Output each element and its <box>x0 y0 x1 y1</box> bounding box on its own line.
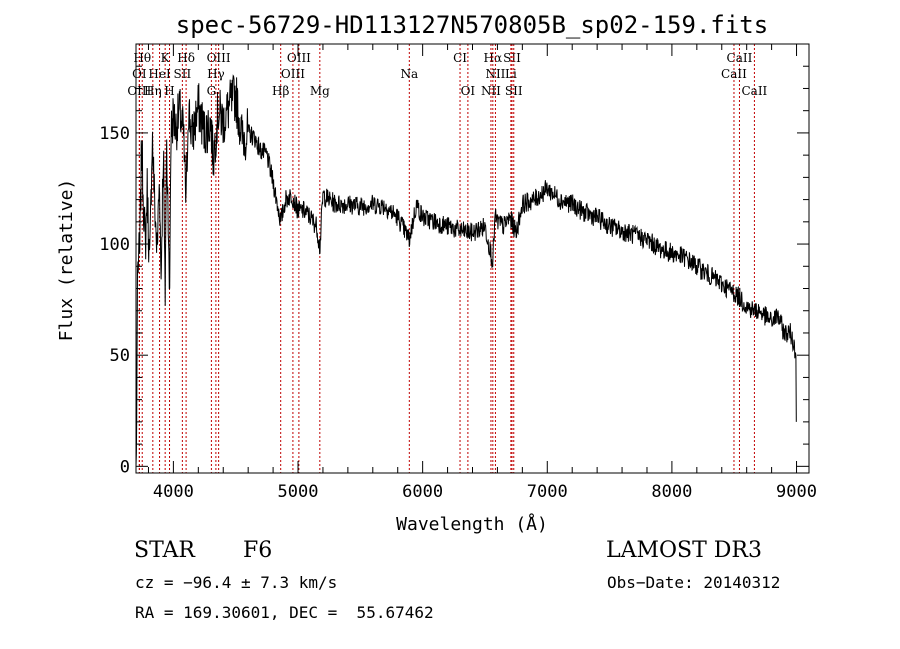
line-label: Hα <box>484 51 503 65</box>
line-label: HeI <box>148 67 171 81</box>
line-label: SII <box>503 51 521 65</box>
x-tick-label: 8000 <box>651 482 692 502</box>
y-axis-label: Flux (relative) <box>56 179 77 342</box>
line-label: CI <box>453 51 467 65</box>
chart-title: spec-56729-HD113127N570805B_sp02-159.fit… <box>176 11 768 39</box>
line-label: NII <box>481 84 501 98</box>
obs-date-text: Obs−Date: 20140312 <box>607 573 781 592</box>
line-label: Hη <box>144 84 162 98</box>
x-axis-label: Wavelength (Å) <box>396 513 548 535</box>
y-tick-label: 100 <box>99 235 130 255</box>
x-axis-ticks: 4000 5000 6000 7000 8000 9000 <box>147 44 817 502</box>
line-label: Mg <box>310 84 330 98</box>
object-subclass: F6 <box>243 538 273 563</box>
line-label: Li <box>505 67 517 81</box>
line-label: H <box>164 84 174 98</box>
x-tick-label: 7000 <box>527 482 568 502</box>
survey-name: LAMOST DR3 <box>606 538 762 563</box>
line-label: SII <box>174 67 192 81</box>
line-label: Hδ <box>177 51 195 65</box>
x-tick-label: 4000 <box>153 482 194 502</box>
y-tick-label: 150 <box>99 124 130 144</box>
line-label: SII <box>505 84 523 98</box>
line-label: K <box>161 51 171 65</box>
line-label: CaII <box>741 84 767 98</box>
line-label: G <box>207 84 217 98</box>
line-label: Hβ <box>272 84 289 98</box>
line-label: OIII <box>287 51 311 65</box>
line-label: OI <box>461 84 476 98</box>
line-label: CaII <box>721 67 747 81</box>
line-label: Na <box>400 67 418 81</box>
x-tick-label: 9000 <box>776 482 817 502</box>
y-tick-label: 50 <box>110 346 130 366</box>
line-label: CaII <box>727 51 753 65</box>
line-label: NII <box>485 67 505 81</box>
line-label: Hγ <box>207 67 225 81</box>
line-label: OIII <box>207 51 231 65</box>
object-class: STAR <box>134 538 195 563</box>
x-tick-label: 6000 <box>402 482 443 502</box>
redshift-text: cz = −96.4 ± 7.3 km/s <box>135 573 338 592</box>
line-label: OIII <box>281 67 305 81</box>
y-axis-ticks: 0 50 100 150 <box>99 43 809 477</box>
x-tick-label: 5000 <box>278 482 319 502</box>
spectrum-line <box>135 74 797 467</box>
line-label: OIII <box>127 84 151 98</box>
line-label: Hθ <box>133 51 151 65</box>
coordinates-text: RA = 169.30601, DEC = 55.67462 <box>135 603 434 622</box>
y-tick-label: 0 <box>120 457 130 477</box>
